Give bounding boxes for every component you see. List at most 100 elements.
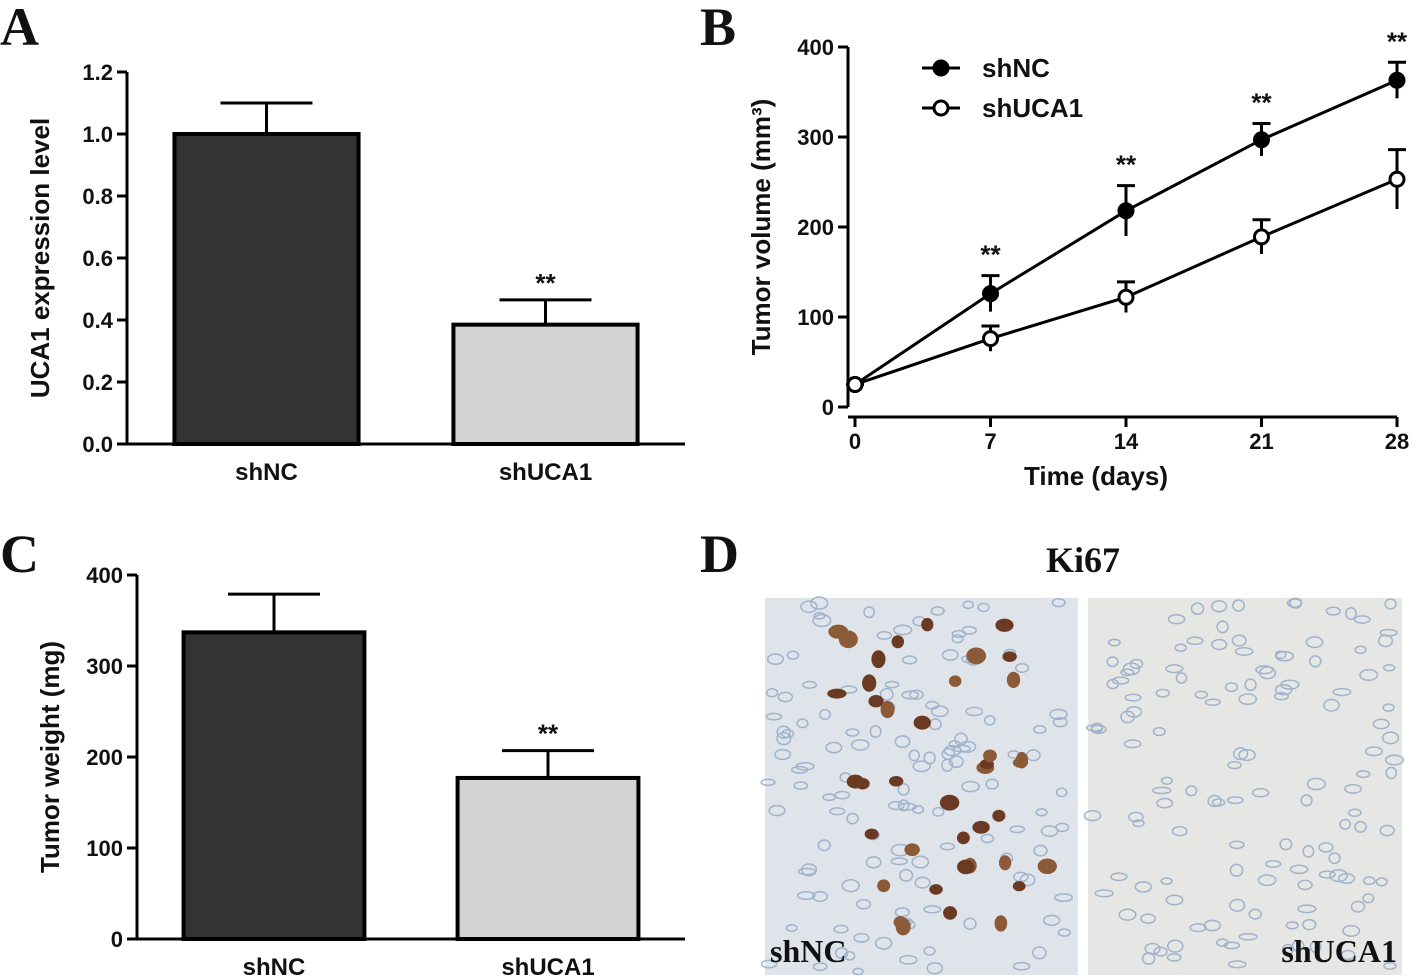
stained-cell: [1037, 858, 1057, 875]
cell: [1308, 655, 1322, 668]
cell: [1285, 921, 1299, 930]
cell: [1204, 698, 1221, 706]
x-tick-label: 14: [1114, 429, 1139, 454]
stained-cell: [827, 688, 847, 699]
cell: [1224, 682, 1239, 693]
cell: [834, 947, 849, 959]
stained-cell: [895, 917, 911, 936]
y-tick-label: 0.8: [82, 184, 113, 209]
cell: [1382, 703, 1395, 712]
cell: [965, 706, 984, 717]
cell: [1353, 615, 1371, 624]
cell: [1280, 679, 1300, 690]
cell: [1054, 893, 1074, 902]
cell: [1251, 787, 1270, 798]
cell: [1185, 785, 1198, 797]
stained-cell: [904, 843, 920, 857]
cell: [912, 760, 931, 773]
cell: [1232, 599, 1245, 612]
cell: [1347, 808, 1362, 817]
cell: [1309, 940, 1322, 953]
cell: [1167, 939, 1184, 953]
marker: [846, 376, 864, 393]
cell: [897, 782, 910, 796]
cell: [1167, 613, 1186, 625]
y-tick-label: 0.4: [82, 308, 113, 333]
stained-cell: [957, 859, 975, 875]
cell: [1123, 739, 1142, 749]
cell: [1210, 600, 1228, 613]
cell: [1194, 690, 1208, 699]
cell: [1286, 598, 1303, 608]
cell: [841, 879, 860, 893]
image-title: Ki67: [1046, 540, 1120, 580]
panel-label: B: [700, 0, 736, 57]
y-tick-label: 0.6: [82, 246, 113, 271]
cell: [765, 688, 779, 698]
cell: [802, 680, 818, 689]
cell: [1232, 747, 1249, 761]
stained-cell: [995, 618, 1014, 632]
cell: [1110, 872, 1128, 882]
cell: [817, 839, 831, 852]
cell: [825, 741, 843, 754]
cell: [876, 631, 893, 640]
stained-cell: [998, 855, 1012, 871]
stained-cell: [929, 884, 943, 895]
cell: [850, 739, 870, 751]
cell: [1122, 662, 1141, 676]
cell: [958, 740, 977, 753]
x-tick-label: 28: [1385, 429, 1409, 454]
stained-cell: [1006, 671, 1021, 689]
cell: [930, 606, 945, 616]
cell: [890, 857, 909, 866]
cell: [1244, 678, 1257, 692]
cell: [887, 801, 905, 811]
cell: [1323, 698, 1340, 712]
cell: [911, 855, 930, 869]
cell: [1094, 889, 1114, 898]
cell: [1329, 868, 1348, 883]
cell: [963, 917, 977, 930]
marker: [982, 285, 999, 303]
cell: [1033, 844, 1048, 857]
cell: [1384, 598, 1397, 610]
cell: [1014, 663, 1030, 674]
cell: [768, 804, 786, 817]
cell: [834, 790, 851, 800]
cell: [846, 812, 859, 825]
bar: [451, 322, 640, 446]
cell: [926, 962, 944, 975]
cell: [1140, 913, 1156, 924]
cell: [901, 655, 918, 665]
cell: [932, 806, 945, 817]
cell: [800, 863, 818, 877]
micrograph: [765, 598, 1078, 975]
cell: [1350, 900, 1366, 913]
cell: [1344, 783, 1363, 794]
stained-cell: [956, 831, 970, 845]
cell: [884, 680, 900, 689]
stained-cell: [862, 674, 877, 692]
cell: [774, 748, 792, 761]
stained-cell: [939, 794, 960, 811]
cell: [1385, 766, 1398, 780]
cell: [1274, 650, 1287, 660]
cell: [1383, 962, 1397, 970]
cell: [1155, 688, 1171, 698]
cell: [1332, 687, 1352, 697]
cell: [1381, 731, 1400, 745]
cell: [983, 715, 996, 726]
cell: [908, 689, 924, 701]
cell: [1174, 643, 1187, 653]
cell: [1152, 786, 1172, 795]
cell: [977, 602, 990, 613]
y-axis-label: Tumor weight (mg): [35, 641, 65, 873]
cell: [1325, 606, 1341, 616]
annotation: **: [535, 268, 556, 298]
y-tick-label: 400: [86, 563, 123, 588]
cell: [1377, 634, 1394, 648]
y-tick-label: 1.0: [82, 122, 113, 147]
cell: [1302, 844, 1315, 858]
stained-cell: [983, 749, 997, 763]
